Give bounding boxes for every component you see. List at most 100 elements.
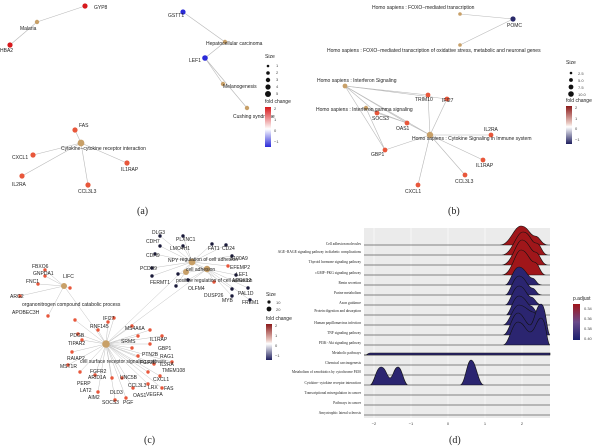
label-cytosig: Homo sapiens : Cytokine Signaling in Imm… — [412, 136, 532, 142]
panel-c-labels: DLG3 PLXNC1 CDH7 LMO4H1 FAT1 CD24 CDH9 S… — [10, 230, 259, 406]
panel-a-legend: Size 1 2 3 4 5 fold change 2 1 0 −1 — [265, 54, 291, 147]
label-ptn2b: PTN2B — [142, 352, 159, 358]
ridge-renin — [364, 266, 550, 286]
label-olfm4: OLFM4 — [188, 286, 205, 292]
label-lifc: LIFC — [63, 274, 74, 280]
row-label-1: AGE−RAGE signaling pathway in diabetic c… — [278, 250, 362, 254]
node-malaria — [34, 19, 40, 25]
label-cdh9: CDH9 — [146, 253, 160, 259]
label-arg2: ARG2 — [10, 294, 24, 300]
label-cell-adhesion: cell adhesion — [186, 267, 215, 273]
row-label-0: Cell adhesion molecules — [326, 242, 362, 246]
caption-a: (a) — [137, 206, 148, 217]
label-gyp8: GYP8 — [94, 5, 108, 11]
fold-tick-a-0: 2 — [274, 106, 277, 111]
node-socs3 — [374, 110, 380, 116]
node-fas-a — [72, 127, 78, 133]
label-npy: NPY — [168, 258, 179, 264]
fold-tick-c-3: −1 — [275, 353, 280, 358]
row-label-4: Renin secretion — [339, 281, 362, 285]
legend-fold-title-c: fold change — [266, 316, 292, 322]
label-dusp26: DUSP26 — [204, 293, 224, 299]
node-ccl3l3-b — [462, 172, 468, 178]
ridge-pi3k — [364, 317, 551, 346]
row-label-9: TNF signaling pathway — [327, 331, 361, 335]
panel-b: Homo sapiens : FOXO−mediated transcripti… — [316, 5, 592, 217]
caption-d: (d) — [449, 435, 461, 446]
label-aim2: AIM2 — [88, 395, 100, 401]
panel-c: DLG3 PLXNC1 CDH7 LMO4H1 FAT1 CD24 CDH9 S… — [10, 230, 292, 446]
node-hba2 — [7, 42, 13, 48]
fold-tick-b-3: −1 — [575, 137, 580, 142]
fold-tick-b-2: 0 — [575, 126, 578, 131]
node-foxo — [458, 12, 462, 16]
node-gbp1-b — [382, 147, 388, 153]
ridge-metabolic-top — [364, 352, 551, 356]
label-cell-surface: cell surface receptor signaling pathway — [80, 359, 167, 365]
label-s100a9: S100A9 — [230, 256, 248, 262]
x-tick-1: −1 — [409, 421, 414, 426]
label-pos-reg-cell-adhesion: positive regulation of cell adhesion — [176, 278, 253, 284]
label-ifn: Homo sapiens : Interferon Signaling — [317, 78, 397, 84]
label-pomc: POMC — [507, 23, 522, 29]
label-hba2: HBA2 — [0, 48, 13, 54]
label-fgfr2: FGFR2 — [90, 369, 107, 375]
node-gstt1 — [180, 9, 186, 15]
label-tipar2: TIPAR2 — [68, 341, 85, 347]
node-ifi27-b — [444, 96, 450, 102]
legend-size-title-b: Size — [566, 60, 576, 66]
node-lef1 — [202, 55, 208, 61]
ridge-purine — [364, 275, 550, 296]
label-cxcl1-a: CXCL1 — [12, 155, 28, 161]
node-cxcl1-a — [30, 152, 36, 158]
legend-size-b-0: 2.5 — [578, 71, 584, 76]
panel-d: Cell adhesion molecules AGE−RAGE signali… — [278, 225, 593, 446]
label-srms: SRMS — [121, 339, 136, 345]
fold-colorbar-c — [266, 324, 272, 360]
label-melanogenesis: Melanogenesis — [223, 84, 257, 90]
node-cell-surface-receptor — [102, 340, 110, 348]
label-mst1r: MST1R — [60, 364, 77, 370]
fold-tick-a-3: −1 — [274, 139, 279, 144]
label-dlg3: DLG3 — [152, 230, 165, 236]
node-oas1-b — [404, 120, 410, 126]
caption-c: (c) — [144, 435, 155, 446]
panel-c-legend: Size 10 20 fold change 2 1 0 −1 — [266, 292, 292, 360]
padjust-tick-2: 0.38 — [584, 326, 593, 331]
label-cxcl1-b: CXCL1 — [405, 189, 421, 195]
legend-size-3-a: 3 — [276, 77, 279, 82]
node-cytokine-a — [77, 139, 85, 147]
label-fas-a: FAS — [79, 123, 89, 129]
label-socs3-c: SOCS3 — [102, 400, 119, 406]
label-pal1d: PAL1D — [238, 291, 254, 297]
label-fnc1: FNC1 — [26, 279, 39, 285]
legend-size-5-a: 5 — [276, 91, 279, 96]
label-rnf145: RNF145 — [90, 324, 109, 330]
label-org-catabolic: organonitrogen compound catabolic proces… — [22, 302, 121, 308]
label-fgf2b: FGF2B — [140, 360, 157, 366]
legend-size-2-a: 2 — [276, 70, 279, 75]
label-aegk12: AEGK12 — [232, 278, 252, 284]
panel-c-nodes — [18, 234, 252, 402]
label-apobec3h: APOBEC3H — [12, 310, 40, 316]
fold-colorbar-a — [265, 107, 271, 147]
node-cxcl1-b — [415, 182, 421, 188]
label-efemp2: EFEMP2 — [230, 265, 250, 271]
ridge-cgmp — [364, 249, 550, 276]
label-il1rap-a: IL1RAP — [121, 167, 139, 173]
label-il2ra-a: IL2RA — [12, 182, 27, 188]
padjust-colorbar — [573, 304, 580, 340]
label-plxnc1: PLXNC1 — [176, 237, 196, 243]
legend-size-title-c: Size — [266, 292, 276, 298]
node-melanogenesis — [220, 81, 226, 87]
fold-tick-c-2: 0 — [275, 343, 278, 348]
row-label-13: Metabolism of xenobiotics by cytochrome … — [292, 370, 361, 374]
fold-tick-c-1: 1 — [275, 333, 278, 338]
ridges — [364, 225, 551, 416]
row-label-5: Purine metabolism — [334, 291, 361, 295]
label-myb: MYB — [222, 298, 234, 304]
row-label-16: Pathways in cancer — [333, 401, 362, 405]
x-tick-0: −2 — [372, 421, 377, 426]
row-label-11: Metabolic pathways — [332, 351, 362, 355]
legend-fold-title-b: fold change — [566, 98, 592, 104]
